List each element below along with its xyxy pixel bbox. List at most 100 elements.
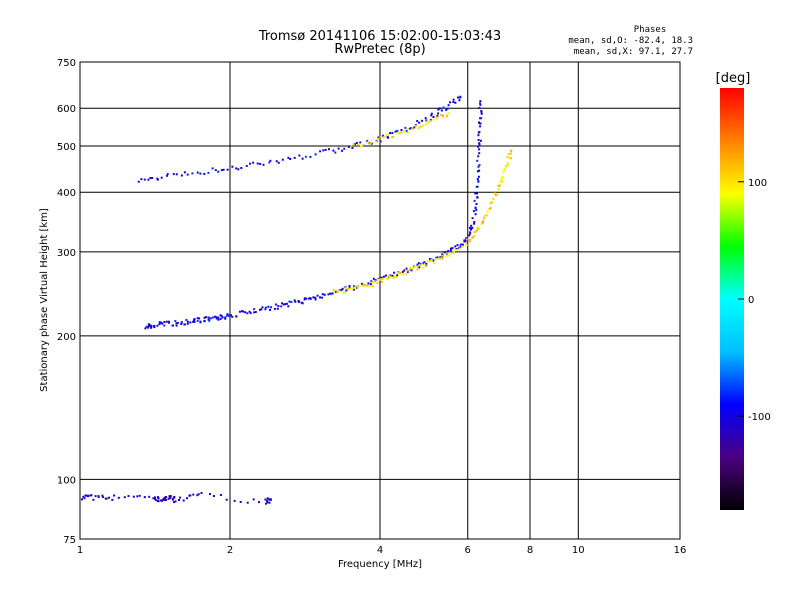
echo-point — [477, 145, 479, 148]
echo-point — [494, 194, 497, 196]
echo-point — [259, 163, 262, 165]
echo-point — [213, 315, 216, 318]
echo-point — [430, 259, 433, 262]
y-axis-label: Stationary phase Virtual Height [km] — [39, 208, 50, 392]
echo-point — [480, 223, 483, 225]
echo-point — [265, 502, 267, 505]
echo-point — [127, 495, 130, 497]
echo-point — [123, 496, 126, 499]
echo-point — [406, 128, 409, 131]
echo-point — [389, 275, 392, 278]
echo-point — [508, 153, 510, 156]
echo-point — [113, 494, 116, 497]
echo-point — [399, 272, 402, 275]
echo-point — [341, 287, 344, 290]
echo-point — [401, 270, 404, 273]
x-axis-label: Frequency [MHz] — [338, 559, 422, 570]
echo-point — [275, 160, 278, 163]
echo-point — [452, 250, 455, 253]
echo-point — [185, 318, 188, 321]
echo-point — [154, 497, 156, 500]
echo-point — [348, 286, 351, 289]
echo-point — [336, 291, 339, 294]
echo-point — [459, 96, 462, 99]
echo-point — [246, 501, 249, 504]
echo-point — [260, 308, 263, 311]
echo-point — [473, 234, 476, 237]
echo-point — [396, 131, 399, 134]
echo-point — [354, 286, 356, 289]
echo-point — [498, 185, 501, 187]
echo-point — [196, 171, 199, 174]
echo-point — [393, 275, 396, 278]
echo-point — [389, 132, 391, 135]
echo-point — [417, 127, 420, 130]
echo-point — [403, 130, 405, 133]
echo-point — [435, 257, 438, 260]
echo-point — [455, 248, 458, 250]
echo-point — [429, 258, 431, 260]
echo-point — [175, 324, 178, 327]
echo-point — [454, 101, 457, 104]
echo-point — [338, 289, 341, 292]
echo-point — [408, 127, 411, 130]
echo-point — [150, 326, 153, 329]
echo-point — [366, 284, 369, 287]
echo-point — [287, 156, 290, 159]
echo-point — [379, 277, 382, 280]
echo-point — [396, 272, 399, 275]
echo-point — [424, 123, 427, 126]
echo-point — [455, 249, 458, 252]
echo-point — [164, 497, 166, 500]
echo-point — [314, 153, 317, 156]
echo-point — [400, 131, 403, 134]
echo-point — [386, 133, 389, 136]
echo-point — [275, 303, 278, 306]
echo-point — [173, 501, 175, 504]
echo-point — [248, 310, 251, 313]
echo-point — [474, 206, 477, 209]
echo-point — [147, 326, 149, 329]
echo-point — [405, 267, 408, 270]
echo-point — [261, 306, 264, 309]
echo-point — [186, 173, 189, 176]
echo-point — [294, 300, 297, 303]
echo-point — [393, 271, 396, 274]
echo-point — [235, 315, 238, 318]
echo-point — [478, 143, 481, 146]
echo-point — [476, 196, 479, 199]
echo-point — [172, 173, 175, 176]
echo-point — [207, 318, 210, 321]
echo-point — [160, 176, 163, 179]
x-tick-label: 1 — [77, 545, 83, 556]
echo-point — [478, 152, 481, 155]
echo-point — [379, 140, 382, 143]
echo-point — [481, 221, 484, 224]
echo-point — [183, 323, 186, 326]
echo-point — [337, 147, 340, 150]
echo-point — [300, 301, 303, 304]
echo-point — [473, 221, 476, 223]
echo-point — [440, 256, 443, 259]
echo-point — [281, 158, 284, 161]
echo-point — [153, 324, 156, 327]
echo-point — [509, 152, 512, 155]
echo-point — [478, 142, 481, 145]
echo-point — [395, 276, 398, 279]
echo-point — [287, 305, 290, 308]
echo-point — [452, 101, 455, 103]
echo-point — [485, 214, 488, 217]
echo-point — [500, 179, 503, 181]
echo-point — [452, 98, 455, 101]
echo-point — [162, 497, 165, 500]
echo-point — [143, 178, 146, 181]
stats-heading: Phases — [634, 25, 667, 35]
echo-point — [445, 254, 448, 257]
echo-point — [212, 495, 215, 497]
chart-title: Tromsø 20141106 15:02:00-15:03:43 — [258, 29, 501, 44]
echo-point — [442, 114, 444, 117]
echo-point — [246, 312, 249, 315]
echo-point — [193, 320, 196, 323]
echo-point — [439, 256, 442, 259]
echo-point — [443, 251, 446, 254]
